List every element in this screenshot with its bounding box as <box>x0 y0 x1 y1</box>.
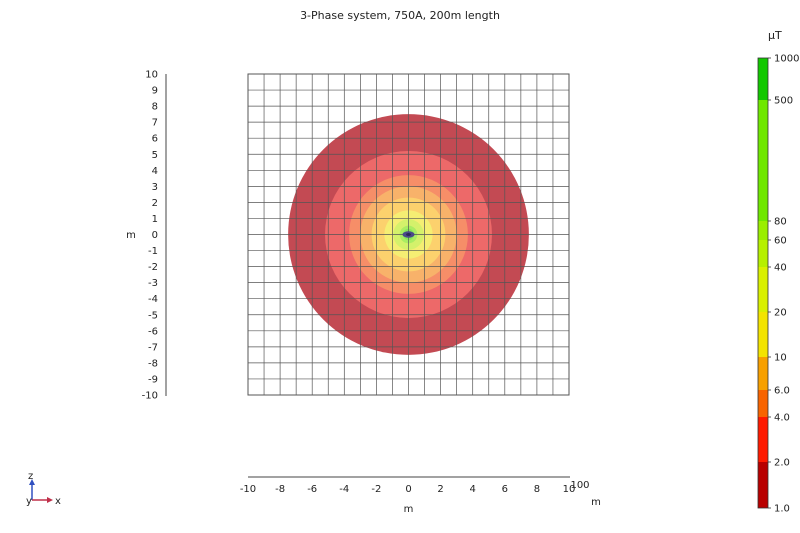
colorbar-segment <box>758 417 768 462</box>
y-tick-label: 6 <box>152 134 158 145</box>
x-tick-label: 8 <box>534 484 540 495</box>
x-tick-label: -4 <box>339 484 349 495</box>
colorbar-frame <box>757 57 769 509</box>
y-tick-label: -1 <box>148 246 158 257</box>
colorbar-label: 80 <box>774 217 787 228</box>
x-tick-label: 10 <box>563 484 576 495</box>
y-tick-label: -5 <box>148 310 158 321</box>
colorbar-label: 2.0 <box>774 458 790 469</box>
colorbar-label: 4.0 <box>774 413 790 424</box>
triad-y-label: y <box>26 496 32 507</box>
colorbar-label: 500 <box>774 96 793 107</box>
y-tick-label: -10 <box>142 391 158 402</box>
cable-marker <box>402 231 415 238</box>
colorbar-segment <box>758 221 768 240</box>
cable-core <box>406 233 411 236</box>
x-axis-unit: m <box>591 497 601 508</box>
y-tick-label: 4 <box>152 166 158 177</box>
colorbar-segment <box>758 100 768 221</box>
plot-frame <box>247 73 570 396</box>
y-tick-label: -7 <box>148 342 158 353</box>
y-tick-label: -6 <box>148 326 158 337</box>
colorbar: 1000 500 80 60 40 20 10 6.0 4.0 2.0 1.0 <box>757 54 799 515</box>
triad-z-label: z <box>28 471 33 482</box>
y-tick-label: 3 <box>152 182 158 193</box>
colorbar-label: 10 <box>774 353 787 364</box>
y-tick-label: 10 <box>145 70 158 81</box>
chart-title: 3-Phase system, 750A, 200m length <box>300 9 500 22</box>
x-tick-label: 2 <box>437 484 443 495</box>
x-tick-label: -6 <box>307 484 317 495</box>
colorbar-segment <box>758 58 768 100</box>
y-axis-label: m <box>126 230 136 241</box>
colorbar-label: 1000 <box>774 54 799 65</box>
axis-triad: z y x <box>26 471 61 507</box>
x-tick-label: -2 <box>371 484 381 495</box>
y-tick-label: 1 <box>152 214 158 225</box>
y-tick-label: 2 <box>152 198 158 209</box>
y-tick-label: -8 <box>148 358 158 369</box>
y-tick-label: 7 <box>152 118 158 129</box>
x-tick-label: -10 <box>240 484 256 495</box>
x-tick-label: -8 <box>275 484 285 495</box>
triad-z-arrow <box>29 479 35 485</box>
y-tick-label: -3 <box>148 278 158 289</box>
colorbar-label: 40 <box>774 263 787 274</box>
x-tick-label: 4 <box>470 484 476 495</box>
y-tick-label: -2 <box>148 262 158 273</box>
x-tick-label: 0 <box>405 484 411 495</box>
y-tick-label: 8 <box>152 102 158 113</box>
colorbar-segment <box>758 267 768 312</box>
x-axis-end-label: 100 <box>570 480 589 491</box>
colorbar-segment <box>758 357 768 390</box>
colorbar-label: 20 <box>774 308 787 319</box>
y-tick-label: 0 <box>152 230 158 241</box>
y-tick-label: 5 <box>152 150 158 161</box>
triad-x-label: x <box>55 496 61 507</box>
colorbar-label: 1.0 <box>774 504 790 515</box>
x-axis-label: m <box>404 504 414 515</box>
colorbar-label: 60 <box>774 236 787 247</box>
colorbar-segment <box>758 462 768 508</box>
x-tick-label: 6 <box>502 484 508 495</box>
colorbar-segment <box>758 312 768 357</box>
y-tick-label: -4 <box>148 294 158 305</box>
triad-x-arrow <box>47 497 53 503</box>
colorbar-unit: µT <box>768 29 782 42</box>
colorbar-segment <box>758 240 768 267</box>
y-tick-label: -9 <box>148 374 158 385</box>
y-tick-label: 9 <box>152 86 158 97</box>
colorbar-label: 6.0 <box>774 386 790 397</box>
colorbar-segment <box>758 390 768 417</box>
